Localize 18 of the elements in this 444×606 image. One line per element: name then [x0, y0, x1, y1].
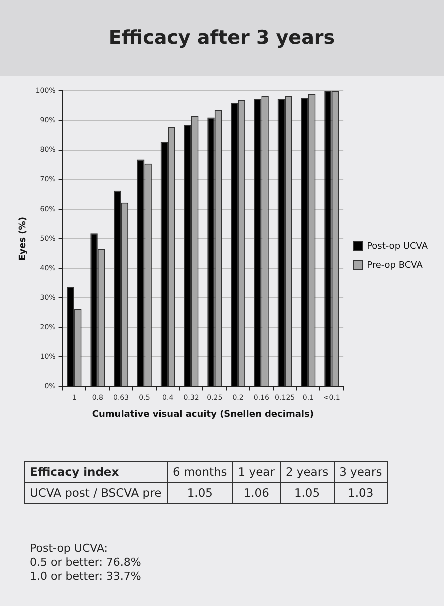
- text: 2 years: [280, 462, 334, 482]
- text: 1.0 or better: 33.7%: [30, 570, 142, 584]
- text: UCVA post / BSCVA pre: [24, 482, 168, 504]
- text: 1.05: [168, 482, 233, 504]
- text: 1.05: [280, 482, 334, 504]
- legend-label: Pre-op BCVA: [367, 260, 424, 271]
- text: 1.03: [334, 482, 388, 504]
- text: 3 years: [334, 462, 388, 482]
- y-axis-title: Eyes (%): [18, 217, 29, 261]
- chart-title: Efficacy after 3 years: [0, 0, 444, 76]
- text: Post-op UCVA:: [30, 542, 109, 556]
- text: 0.5 or better: 76.8%: [30, 556, 142, 570]
- text: 1 year: [232, 462, 280, 482]
- text: 1.06: [232, 482, 280, 504]
- text: 6 months: [168, 462, 233, 482]
- x-axis-title: Cumulative visual acuity (Snellen decimals): [92, 410, 314, 420]
- legend-label: Post-op UCVA: [367, 242, 429, 252]
- text: Efficacy index: [24, 462, 168, 482]
